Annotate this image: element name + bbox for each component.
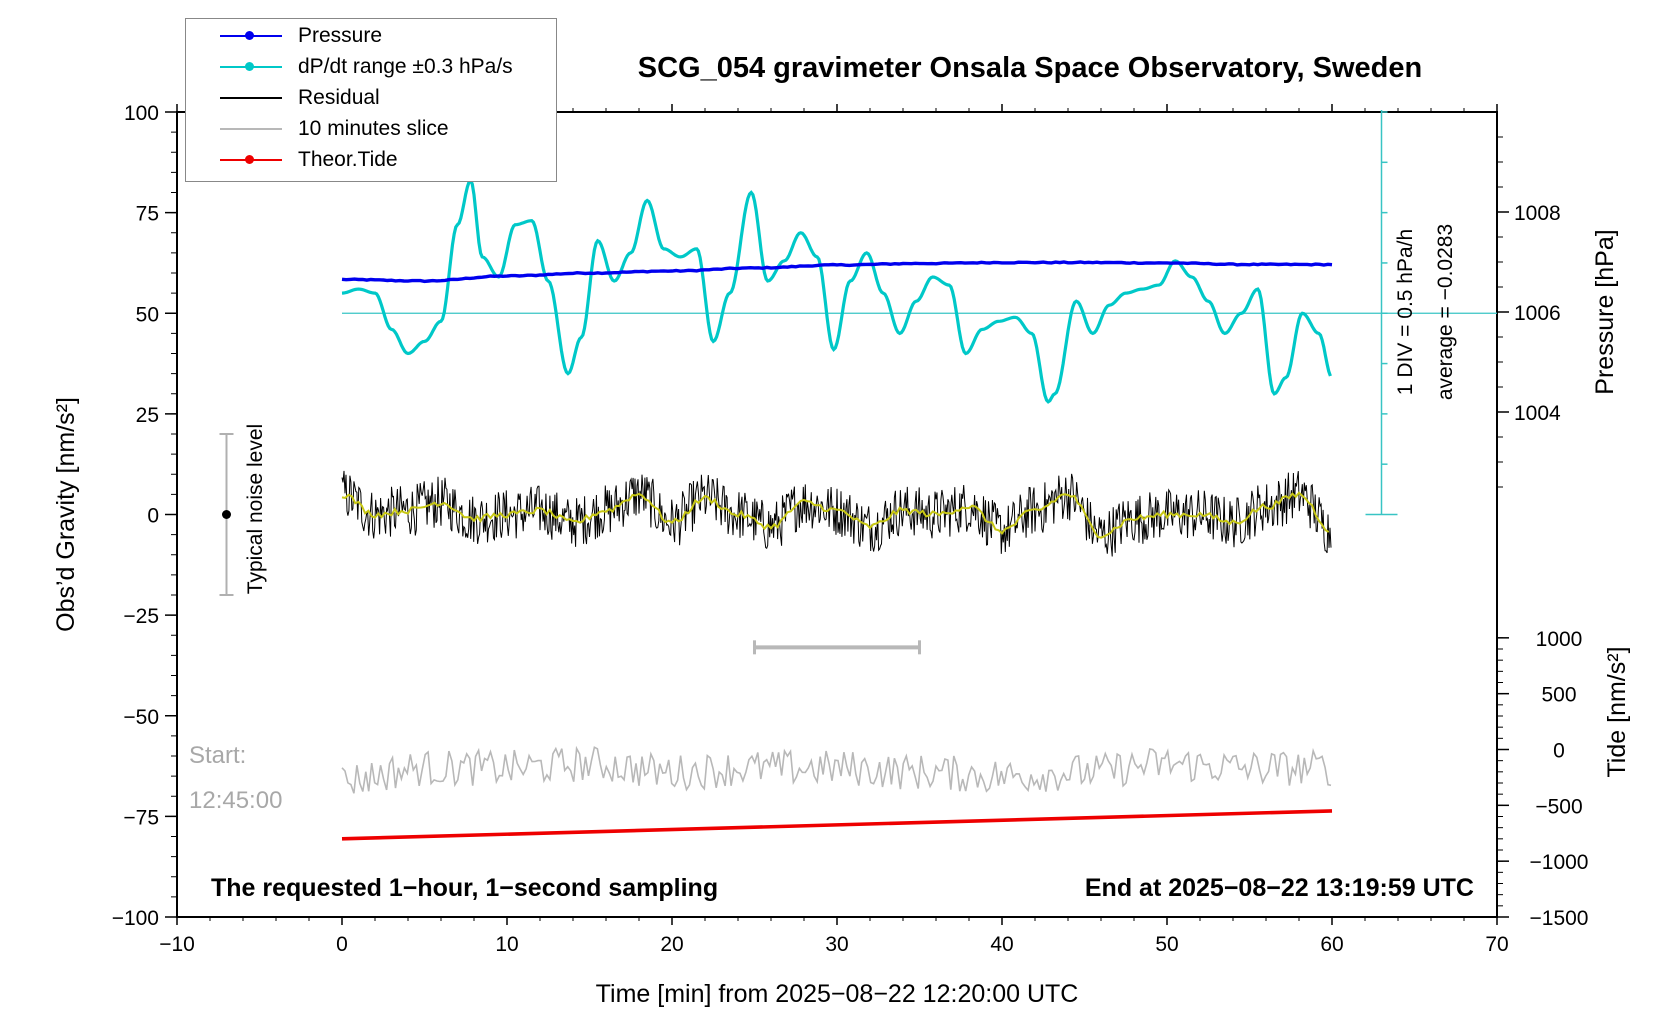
series-tide [341, 809, 1333, 841]
legend-marker-pressure [245, 31, 254, 40]
pressure-tick-label: 1006 [1514, 302, 1561, 325]
plot-frame [165, 104, 1509, 925]
pressure-tick-label: 1004 [1514, 402, 1561, 425]
series-residual-smoothed [341, 491, 1330, 539]
start-label: Start: [189, 742, 246, 769]
y-tick-label: 0 [147, 505, 159, 528]
series-dpdt [341, 177, 1332, 404]
pressure-tick-label: 1008 [1514, 202, 1561, 225]
axes-text: −10 0 10 20 30 40 50 60 70−100−75−50−25025507510… [52, 102, 1631, 1008]
start-time-label: 12:45:00 [189, 787, 282, 814]
legend-item-tide: Theor.Tide [186, 145, 556, 175]
tide-axis-label: Tide [nm/s²] [1603, 646, 1631, 777]
legend-marker-dpdt [245, 62, 254, 71]
legend-swatch-residual [220, 97, 282, 99]
tide-tick-label: −1000 [1530, 851, 1589, 874]
legend-item-dpdt: dP/dt range ±0.3 hPa/s [186, 52, 556, 82]
tide-tick-label: −1500 [1530, 907, 1589, 930]
tide-tick-label: 1000 [1536, 628, 1583, 651]
series-layer [341, 177, 1333, 841]
y-tick-label: −50 [123, 706, 159, 729]
legend-item-slice: 10 minutes slice [186, 114, 556, 144]
legend-item-residual: Residual [186, 83, 556, 113]
legend-label-residual: Residual [298, 86, 380, 109]
footer-left: The requested 1−hour, 1−second sampling [211, 874, 718, 902]
legend-swatch-slice [220, 128, 282, 130]
y-axis-label: Obs’d Gravity [nm/s²] [52, 397, 80, 632]
pressure-axis-label: Pressure [hPa] [1591, 229, 1619, 394]
legend-marker-tide [245, 155, 254, 164]
x-tick-label: 20 [660, 933, 683, 956]
series-pressure [341, 260, 1333, 284]
y-tick-label: 50 [136, 303, 159, 326]
x-tick-label: 60 [1320, 933, 1343, 956]
y-tick-label: 100 [124, 102, 159, 125]
y-tick-label: 75 [136, 203, 159, 226]
x-tick-label: 10 [495, 933, 518, 956]
x-tick-label: 0 [336, 933, 348, 956]
x-tick-label: 70 [1485, 933, 1508, 956]
legend-label-tide: Theor.Tide [298, 148, 398, 171]
tide-tick-label: 0 [1553, 740, 1565, 763]
x-tick-label: 50 [1155, 933, 1178, 956]
tide-tick-label: 500 [1541, 684, 1576, 707]
legend-label-slice: 10 minutes slice [298, 117, 449, 140]
x-axis-label: Time [min] from 2025−08−22 12:20:00 UTC [596, 980, 1079, 1008]
legend-item-pressure: Pressure [186, 21, 556, 51]
x-tick-label: −10 [159, 933, 195, 956]
tide-tick-label: −500 [1535, 795, 1582, 818]
legend-label-pressure: Pressure [298, 24, 383, 47]
y-tick-label: 25 [136, 404, 159, 427]
average-label: average = −0.0283 [1434, 224, 1457, 400]
div-label: 1 DIV = 0.5 hPa/h [1394, 229, 1417, 395]
noise-bar-center [222, 510, 231, 519]
series-residual [341, 470, 1332, 557]
y-tick-label: −100 [112, 907, 159, 930]
y-tick-label: −75 [123, 806, 159, 829]
x-tick-label: 30 [825, 933, 848, 956]
chart-title: SCG_054 gravimeter Onsala Space Observat… [637, 52, 1423, 84]
y-tick-label: −25 [123, 605, 159, 628]
reference-lines [219, 110, 1497, 655]
legend-label-dpdt: dP/dt range ±0.3 hPa/s [298, 55, 513, 78]
x-tick-label: 40 [990, 933, 1013, 956]
legend: Pressure dP/dt range ±0.3 hPa/s Residual… [185, 18, 557, 182]
noise-label: Typical noise level [244, 424, 267, 594]
footer-right: End at 2025−08−22 13:19:59 UTC [1085, 874, 1474, 902]
series-slice [341, 745, 1332, 794]
